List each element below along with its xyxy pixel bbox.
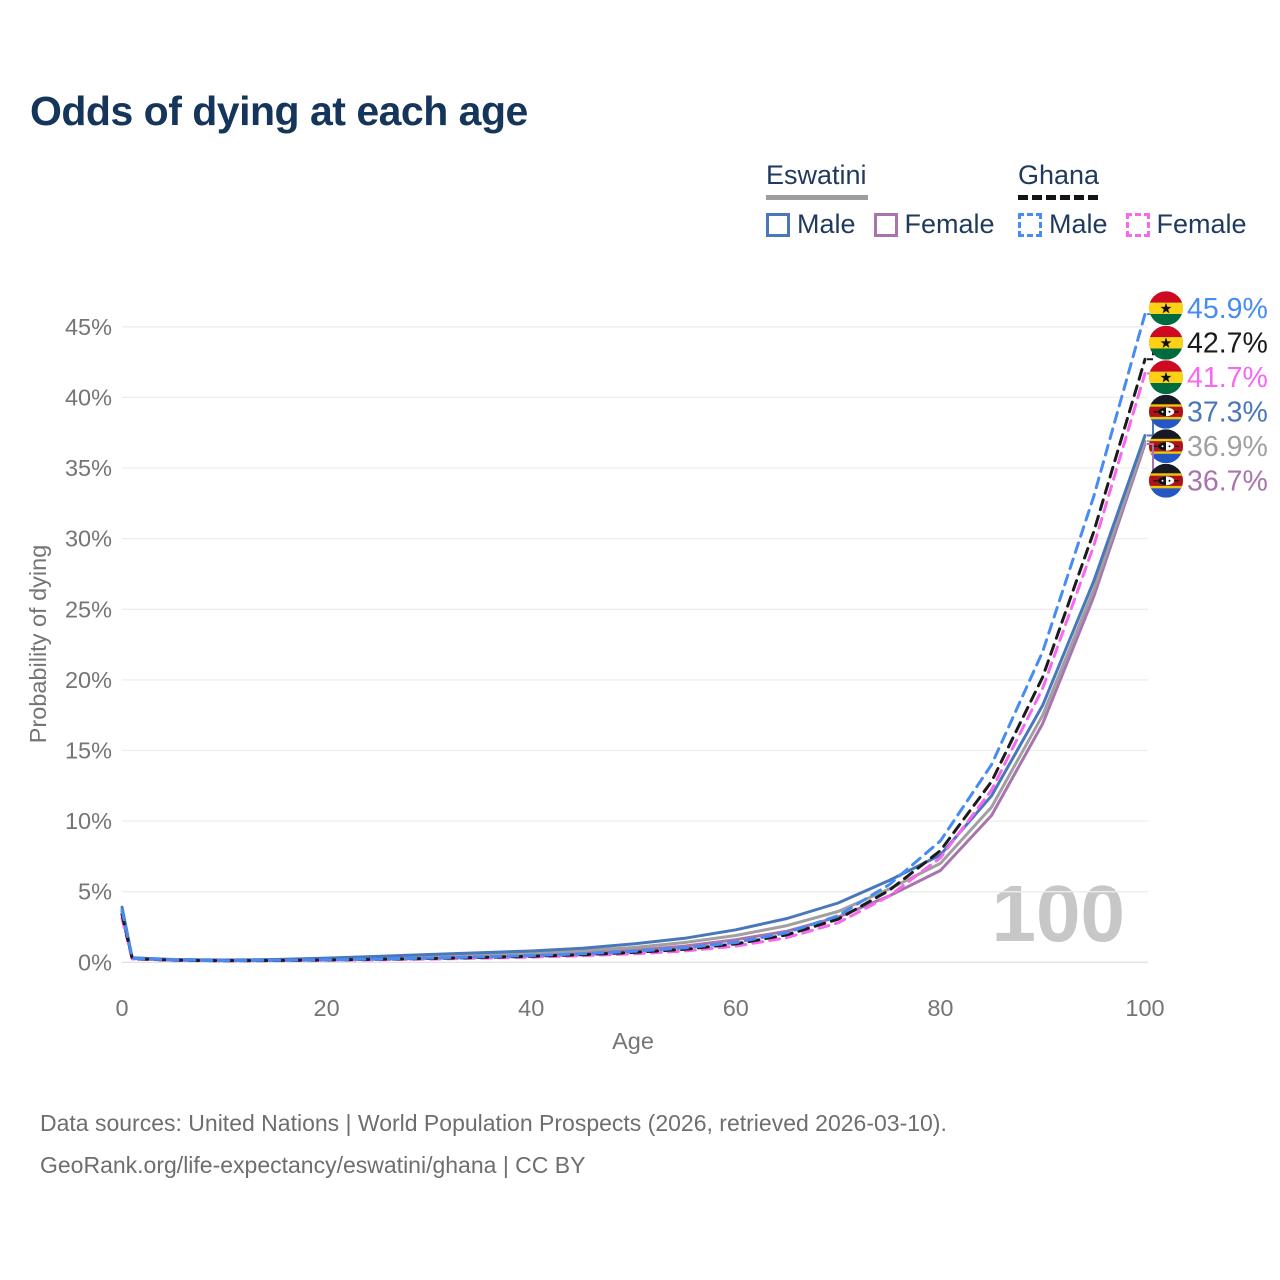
x-tick-label: 60	[723, 995, 749, 1021]
eswatini-line-style-sample	[766, 195, 868, 200]
y-tick-label: 35%	[65, 455, 112, 481]
series-line-eswatini-male[interactable]	[120, 434, 1147, 962]
footer: Data sources: United Nations | World Pop…	[40, 1102, 947, 1186]
x-tick-label: 40	[518, 995, 544, 1021]
legend-item-label: Female	[904, 209, 995, 239]
series-line-eswatini-female[interactable]	[120, 442, 1147, 962]
y-tick-label: 45%	[65, 314, 112, 340]
series-line-ghana-female[interactable]	[120, 371, 1147, 963]
eswatini-flag-icon	[1149, 394, 1183, 429]
eswatini-flag-icon	[1149, 463, 1183, 498]
end-label-value: 37.3%	[1187, 396, 1268, 428]
end-label-value: 42.7%	[1187, 327, 1268, 359]
x-tick-label: 100	[1125, 995, 1164, 1021]
legend-item-label: Male	[1049, 209, 1108, 239]
series-line-ghana-all[interactable]	[120, 357, 1147, 963]
y-axis-title: Probability of dying	[25, 545, 51, 744]
y-tick-label: 20%	[65, 667, 112, 693]
legend-country-ghana: Ghana	[1018, 160, 1100, 190]
y-tick-label: 15%	[65, 738, 112, 764]
legend-country-eswatini: Eswatini	[766, 160, 867, 190]
x-tick-label: 20	[314, 995, 340, 1021]
ghana-flag-icon	[1149, 325, 1183, 360]
legend-item-label: Male	[797, 209, 856, 239]
y-tick-label: 10%	[65, 808, 112, 834]
page-title: Odds of dying at each age	[30, 88, 528, 134]
end-label-value: 36.9%	[1187, 431, 1268, 463]
legend-item-eswatini-male[interactable]: Male	[766, 209, 856, 240]
series-line-ghana-male[interactable]	[120, 312, 1147, 963]
eswatini-male-swatch	[766, 212, 790, 237]
y-tick-label: 25%	[65, 596, 112, 622]
ghana-female-swatch	[1125, 212, 1150, 237]
end-label-value: 36.7%	[1187, 465, 1268, 497]
eswatini-female-swatch	[873, 212, 898, 237]
y-tick-label: 30%	[65, 526, 112, 552]
legend-item-eswatini-female[interactable]: Female	[873, 209, 995, 240]
data-source-line: Data sources: United Nations | World Pop…	[40, 1110, 947, 1136]
x-axis-title: Age	[612, 1028, 654, 1054]
legend-item-ghana-female[interactable]: Female	[1125, 209, 1247, 240]
eswatini-flag-icon	[1149, 429, 1183, 464]
x-tick-label: 0	[115, 995, 128, 1021]
end-label-value: 45.9%	[1187, 293, 1268, 325]
y-tick-label: 5%	[78, 879, 112, 905]
legend-group-eswatini: Eswatini Male Female	[766, 160, 995, 240]
ghana-flag-icon	[1149, 360, 1183, 395]
y-tick-label: 40%	[65, 384, 112, 410]
ghana-line-style-sample	[1018, 195, 1098, 200]
attribution-line[interactable]: GeoRank.org/life-expectancy/eswatini/gha…	[40, 1152, 586, 1178]
series-line-eswatini-all[interactable]	[120, 439, 1147, 962]
ghana-male-swatch	[1018, 212, 1042, 237]
legend-group-ghana: Ghana Male Female	[1018, 160, 1247, 240]
x-tick-label: 80	[927, 995, 953, 1021]
legend-item-ghana-male[interactable]: Male	[1018, 209, 1108, 240]
end-label-value: 41.7%	[1187, 362, 1268, 394]
ghana-flag-icon	[1149, 291, 1183, 326]
age-frame-watermark: 100	[991, 869, 1125, 958]
legend-item-label: Female	[1156, 209, 1247, 239]
y-tick-label: 0%	[78, 949, 112, 975]
